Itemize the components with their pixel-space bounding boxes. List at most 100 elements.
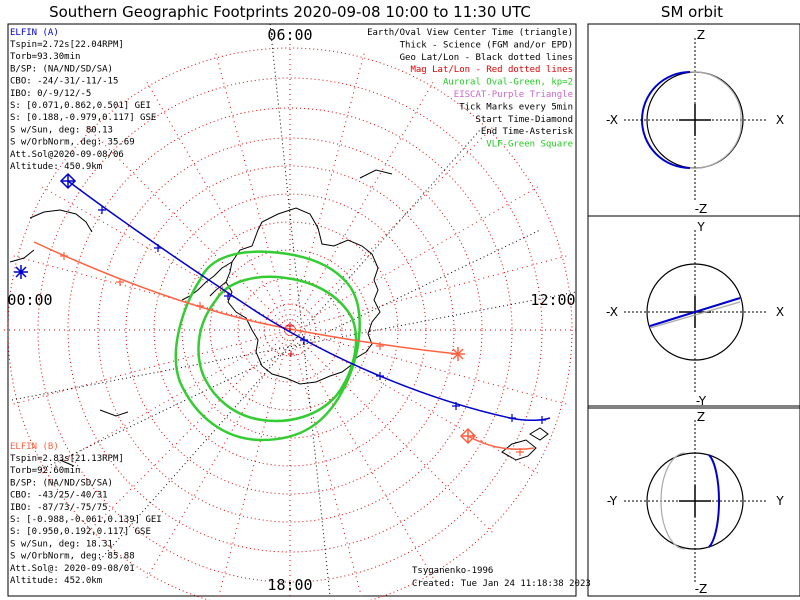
sm-panel: Z -Z -X X — [587, 23, 800, 217]
elfin-b-track — [33, 241, 459, 355]
legend-entry: Start Time-Diamond — [475, 115, 573, 125]
legend: Earth/Oval View Center Time (triangle) Th… — [367, 28, 573, 150]
info-line: Torb=93.30min — [10, 52, 80, 62]
mag-lon-line — [289, 124, 496, 331]
info-line: B/SP: (NA/ND/SD/SA) — [10, 64, 113, 74]
mag-lat-circle — [7, 47, 573, 600]
new-zealand-coastline — [501, 427, 549, 461]
info-line: Torb=92.60min — [10, 466, 80, 476]
geo-line — [11, 291, 577, 401]
mag-lon-line — [9, 329, 291, 406]
sm-label-left: -Y — [607, 494, 618, 508]
sm-orbit-title: SM orbit — [661, 3, 723, 21]
info-line: Tspin=2.83s[21.13RPM] — [10, 454, 124, 464]
sm-label-right: X — [776, 305, 784, 319]
info-line: S w/Sun, deg: 80.13 — [10, 125, 113, 135]
elfin-b-orbit — [660, 452, 686, 550]
elfin-a-info: ELFIN (A) Tspin=2.72s[22.04RPM] Torb=93.3… — [10, 28, 156, 172]
legend-entry: Mag Lat/Lon - Red dotted lines — [410, 65, 573, 75]
mlt-label-right: 12:00 — [530, 291, 575, 309]
legend-entry: VLF-Green Square — [486, 140, 573, 150]
auroral-oval-outer — [174, 250, 361, 442]
sm-label-left: -X — [606, 113, 618, 127]
legend-entry: End Time-Asterisk — [481, 127, 574, 137]
model-label: Tsyganenko-1996 — [412, 566, 493, 576]
elfin-a-tick — [452, 402, 460, 410]
elfin-b-name: ELFIN (B) — [10, 442, 59, 452]
elfin-a-name: ELFIN (A) — [10, 28, 59, 38]
mag-lon-line — [289, 329, 496, 536]
sm-label-bottom: -Z — [695, 582, 708, 596]
mag-lon-line — [38, 184, 291, 331]
elfin-a-orbit — [641, 71, 691, 169]
mag-lon-line — [144, 78, 291, 331]
elfin-b-orbit — [649, 301, 741, 329]
sm-label-right: Y — [775, 494, 784, 508]
mag-lat-circle — [67, 107, 513, 553]
sm-panel: Z -Z -Y Y — [587, 405, 800, 597]
elfin-b-ticks — [60, 252, 524, 456]
mlt-label-bottom: 18:00 — [267, 576, 312, 594]
mag-lon-lines — [0, 40, 580, 600]
elfin-b-tick — [376, 342, 384, 350]
chart-title: Southern Geographic Footprints 2020-09-0… — [49, 3, 531, 21]
mag-lon-line — [289, 49, 366, 331]
elfin-a-start-diamond — [59, 172, 77, 190]
south-america-coastline — [9, 209, 93, 263]
center-marker — [286, 322, 294, 330]
elfin-b-tick — [196, 302, 204, 310]
info-line: Altitude: 452.0km — [10, 576, 102, 586]
created-label: Created: Tue Jan 24 11:18:38 2023 — [412, 579, 591, 589]
sm-label-top: Z — [697, 28, 705, 42]
mlt-label-top: 06:00 — [267, 26, 312, 44]
info-line: CBO: -24/-31/-11/-15 — [10, 77, 118, 87]
misc-coastline — [59, 169, 393, 467]
elfin-b-start-diamond — [459, 427, 477, 445]
legend-entry: Thick - Science (FGM and/or EPD) — [400, 40, 573, 50]
elfin-b-track-2 — [467, 435, 535, 451]
elfin-a-track — [67, 180, 551, 422]
elfin-a-tick — [224, 292, 232, 300]
mag-lon-line — [9, 254, 291, 331]
sm-panel-frame — [587, 405, 800, 597]
mag-lon-line — [84, 329, 291, 536]
mag-lon-line — [144, 329, 291, 582]
info-line: S w/Sun, deg: 18.31 — [10, 539, 113, 549]
elfin-b-tick — [116, 278, 124, 286]
elfin-a-tick — [98, 206, 106, 214]
mag-lat-circle — [37, 77, 543, 583]
antarctica-coastline — [225, 207, 381, 385]
elfin-b-tick — [60, 252, 68, 260]
info-line: S w/OrbNorm, deg: 35.69 — [10, 138, 135, 148]
elfin-a-orbit — [708, 454, 721, 548]
elfin-a-ticks — [98, 206, 546, 424]
info-line: S: [0.071,0.862,0.501] GEI — [10, 101, 151, 111]
elfin-a-tick — [154, 244, 162, 252]
elfin-a-orbit — [649, 297, 741, 327]
sm-label-right: X — [776, 113, 784, 127]
mag-lon-line — [84, 124, 291, 331]
mag-lat-circle — [97, 137, 483, 523]
info-line: IBO: -87/73/-75/75 — [10, 503, 108, 513]
polar-map: 06:00 00:00 12:00 18:00 — [0, 23, 580, 600]
mag-lon-line — [289, 254, 571, 331]
pole-marker — [288, 351, 294, 357]
elfin-a-tick — [508, 414, 516, 422]
legend-entry: Auroral Oval-Green, kp=2 — [443, 78, 573, 88]
auroral-oval-inner — [197, 275, 358, 423]
elfin-a-tick — [300, 336, 308, 344]
info-line: Att.Sol@: 2020-09-08/01 — [10, 564, 135, 574]
mag-lon-line — [214, 49, 291, 331]
sm-label-bottom: -Z — [695, 202, 708, 216]
sm-panel-frame — [587, 215, 800, 409]
earth-outline — [646, 263, 744, 361]
legend-entry: Geo Lat/Lon - Black dotted lines — [400, 53, 573, 63]
legend-entry: Tick Marks every 5min — [459, 102, 573, 112]
sm-label-bottom: -Y — [696, 394, 707, 408]
sm-orbit-panels: Z -Z -X X Y -Y -X X Z -Z -Y Y — [587, 23, 800, 597]
geo-line — [39, 229, 541, 471]
mag-lat-circle — [125, 165, 455, 495]
elfin-b-tick — [516, 448, 524, 456]
mag-lon-line — [38, 329, 291, 476]
elfin-b-orbit — [689, 71, 742, 169]
